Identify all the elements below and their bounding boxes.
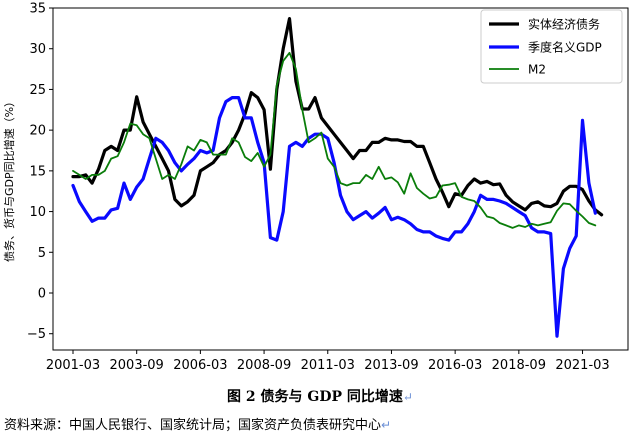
legend-label: 季度名义GDP [528,40,602,55]
y-tick-label: 25 [29,83,46,98]
y-tick-label: 15 [29,164,46,179]
y-tick-label: 0 [38,287,46,302]
series-line-3 [72,51,597,229]
y-tick-label: 10 [29,205,46,220]
y-tick-label: 30 [29,42,46,57]
legend-label: 实体经济债务 [528,17,600,32]
paragraph-mark: ↵ [381,418,392,432]
x-tick-label: 2021-03 [555,358,609,373]
x-axis: 2001-03 2003-09 2006-03 2008-09 2011-03 2013-… [46,350,610,373]
x-tick-label: 2008-09 [237,358,291,373]
series-line-1 [71,17,604,217]
x-tick-label: 2011-03 [301,358,355,373]
y-axis-label: 债务、货币与GDP同比增速（%） [2,96,16,262]
plot-area-frame [52,7,629,351]
x-tick-label: 2006-03 [173,358,227,373]
y-tick-label: −5 [27,327,46,342]
x-tick-label: 2003-09 [110,358,164,373]
source-note: 资料来源：中国人民银行、国家统计局；国家资产负债表研究中心↵ [4,414,391,433]
series-layer [71,17,604,338]
legend-label: M2 [528,63,546,77]
y-tick-label: 5 [38,246,46,261]
x-tick-label: 2018-09 [492,358,546,373]
source-text: 资料来源：中国人民银行、国家统计局；国家资产负债表研究中心 [4,418,382,433]
series-line-2 [71,96,597,338]
x-tick-label: 2013-09 [364,358,418,373]
x-tick-label: 2016-03 [428,358,482,373]
x-tick-label: 2001-03 [46,358,100,373]
y-axis: −5 0 5 10 15 20 25 30 35 [27,2,53,342]
legend-box [480,9,623,84]
y-tick-label: 20 [29,124,46,139]
caption-text: 图 2 债务与 GDP 同比增速 [227,389,403,405]
paragraph-mark: ↵ [402,390,413,404]
y-tick-label: 35 [29,2,46,17]
figure-caption: 图 2 债务与 GDP 同比增速↵ [0,386,640,406]
